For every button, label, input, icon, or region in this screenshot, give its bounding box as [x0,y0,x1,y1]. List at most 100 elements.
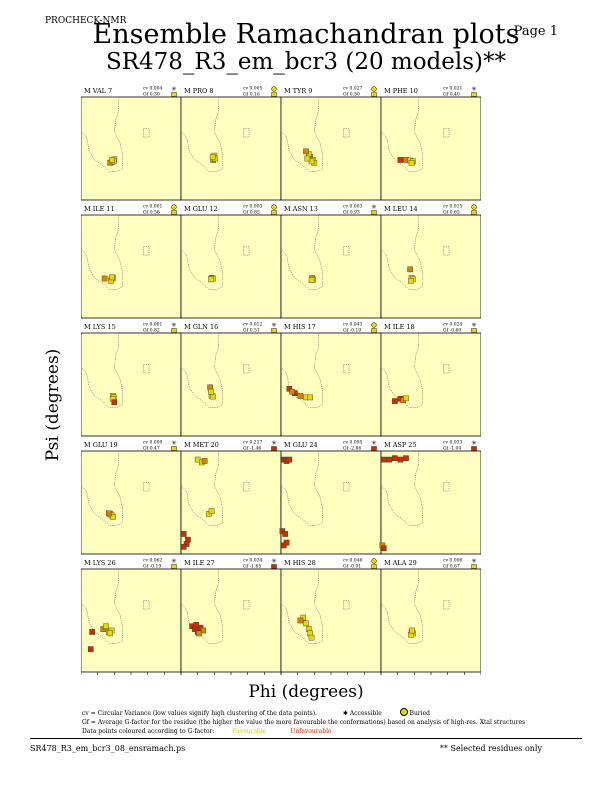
gf-colour-swatch [271,210,277,215]
panel-cv: cv 0.027 [343,86,363,92]
panel-gf: Gf 0.47 [143,446,160,452]
allowed-region [280,96,323,172]
data-point [105,510,112,517]
panel-background [81,450,182,555]
y-axis-label-text: Psi (degrees) [43,349,63,462]
panel-label: M ALA 29 [384,559,417,567]
data-point [407,266,413,273]
accessible-icon: ✳ [371,203,377,211]
allowed-region [180,214,223,290]
data-point [196,630,202,637]
panel-label: M LEU 14 [384,205,418,213]
buried-icon [371,86,377,92]
allowed-region [81,450,123,526]
panel-background [280,96,382,201]
panel-gf: Gf 0.85 [243,210,260,216]
data-point [210,393,216,400]
panel-label: M PHE 10 [384,87,418,95]
panel-background [280,568,382,673]
panel-gf: Gf 0.67 [443,564,460,570]
data-point [282,531,288,537]
data-point [408,160,415,166]
allowed-region [280,332,323,408]
gf-colour-swatch [471,328,477,333]
panel-cv: cv 0.095 [343,440,363,446]
accessible-icon: ✱ [342,710,348,717]
panel-gf: Gf 0.93 [343,210,360,216]
accessible-icon: ✳ [171,439,177,447]
buried-icon [271,204,277,210]
data-point [297,617,304,624]
panel-label: M ILE 27 [184,559,215,567]
data-point [289,388,295,395]
legend-row-3: Data points coloured according to G-fact… [82,727,525,736]
data-point [308,277,315,284]
gf-colour-swatch [371,328,377,333]
buried-icon [271,86,277,92]
allowed-region-left-handed [343,600,350,610]
allowed-region [280,450,323,526]
panel-label: M GLU 24 [284,441,318,449]
legend-buried: Buried [409,710,430,717]
footer-note: ** Selected residues only [439,744,542,753]
data-point [403,395,409,402]
data-point [180,531,187,537]
allowed-region-left-handed [243,482,250,492]
panel-cv: cv 0.003 [243,204,263,210]
legend-cv-text: cv = Circular Variance (low values signi… [82,710,317,717]
panel-cv: cv 0.004 [143,86,163,92]
allowed-region [380,214,423,290]
panel-gf: Gf 0.82 [143,328,160,334]
panel-cv: cv 0.006 [443,558,463,564]
gf-colour-swatch [171,564,177,569]
allowed-region [81,568,123,644]
data-point [397,456,404,463]
buried-icon [399,708,408,716]
gf-colour-swatch [371,446,377,451]
accessible-icon: ✳ [171,557,177,565]
panel-background [180,450,282,555]
panel-gf: Gf -1.65 [243,564,261,570]
legend: cv = Circular Variance (low values signi… [82,708,525,736]
panel-background [81,214,182,319]
data-point [111,399,118,406]
data-point [397,157,404,163]
gf-colour-swatch [471,92,477,97]
allowed-region [380,96,423,172]
allowed-region-left-handed [443,128,450,138]
panel-label: M LYS 15 [84,323,116,331]
accessible-icon: ✳ [471,439,477,447]
allowed-region-left-handed [443,600,450,610]
gf-colour-swatch [271,92,277,97]
panel-cv: cv 0.062 [143,558,163,564]
panel-background [380,96,481,201]
accessible-icon: ✳ [271,439,277,447]
chart-subtitle: SR478_R3_em_bcr3 (20 models)** [105,49,507,75]
allowed-region-left-handed [343,364,350,374]
panel-label: M ASN 13 [284,205,318,213]
panel-cv: cv 0.034 [243,558,263,564]
data-point [392,455,398,461]
panel-cv: cv 0.015 [443,204,463,210]
panel-label: M GLN 16 [184,323,218,331]
legend-accessible: Accessible [349,710,382,717]
panel-gf: Gf 0.30 [143,92,160,98]
allowed-region [180,450,223,526]
legend-colour-text: Data points coloured according to G-fact… [82,728,215,735]
data-point [297,393,304,399]
panel-background [280,214,382,319]
allowed-region-left-handed [243,600,250,610]
gf-colour-swatch [171,328,177,333]
gf-colour-swatch [471,564,477,569]
panel-background [380,214,481,319]
allowed-region-left-handed [443,364,450,374]
gf-colour-swatch [171,210,177,215]
